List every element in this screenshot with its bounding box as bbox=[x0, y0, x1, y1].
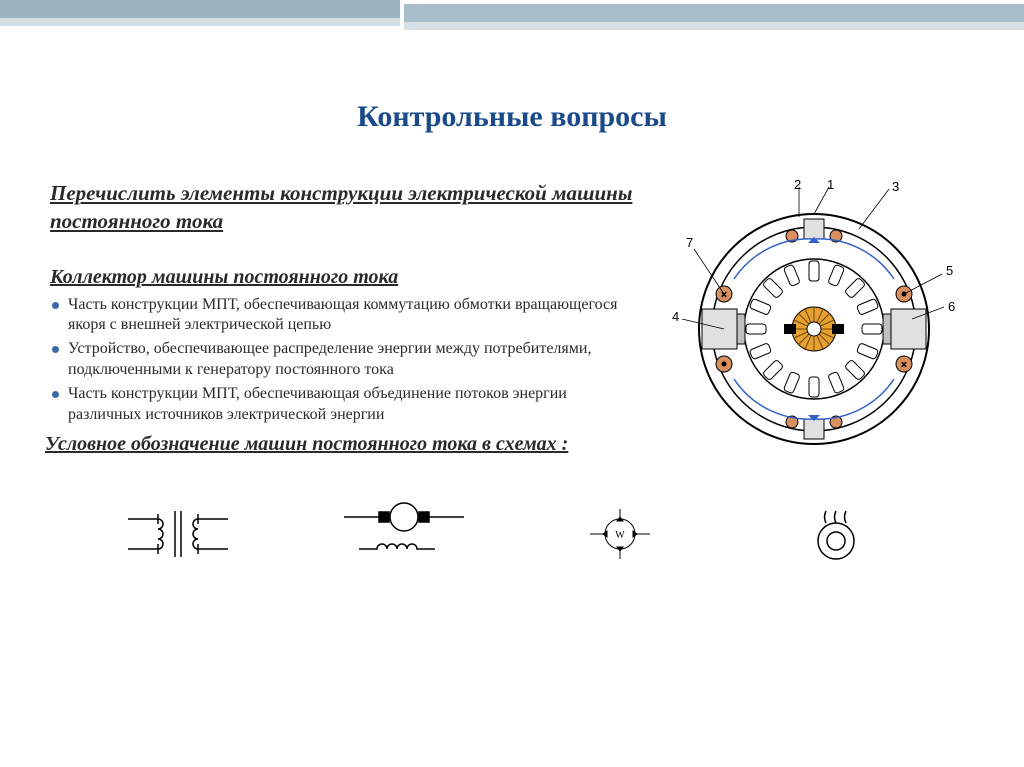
symbol-w-label: W bbox=[615, 530, 625, 541]
slide-content: Контрольные вопросы Перечислить элементы… bbox=[0, 0, 1024, 589]
diagram-column: × × bbox=[664, 179, 974, 474]
slide-title: Контрольные вопросы bbox=[50, 100, 974, 134]
text-column: Перечислить элементы конструкции электри… bbox=[50, 179, 664, 474]
schematic-symbol-2 bbox=[329, 499, 479, 569]
svg-text:×: × bbox=[901, 360, 907, 371]
bullet-item: Часть конструкции МПТ, обеспечивающая ко… bbox=[50, 295, 644, 337]
diagram-label-4: 4 bbox=[672, 309, 679, 324]
diagram-label-2: 2 bbox=[794, 179, 801, 192]
diagram-label-3: 3 bbox=[892, 179, 899, 194]
question-3: Условное обозначение машин постоянного т… bbox=[45, 433, 644, 456]
dc-motor-diagram: × × bbox=[664, 179, 964, 469]
schematic-symbol-1 bbox=[113, 499, 263, 569]
diagram-label-6: 6 bbox=[948, 299, 955, 314]
schematic-symbol-4 bbox=[761, 499, 911, 569]
question-1: Перечислить элементы конструкции электри… bbox=[50, 179, 644, 236]
diagram-label-5: 5 bbox=[946, 263, 953, 278]
schematic-symbol-3: W bbox=[545, 499, 695, 569]
bullet-item: Устройство, обеспечивающее распределение… bbox=[50, 339, 644, 381]
question-2: Коллектор машины постоянного тока bbox=[50, 266, 644, 289]
diagram-label-1: 1 bbox=[827, 179, 834, 192]
diagram-label-7: 7 bbox=[686, 235, 693, 250]
answer-bullets: Часть конструкции МПТ, обеспечивающая ко… bbox=[50, 295, 644, 426]
header-decoration bbox=[0, 0, 1024, 36]
bullet-item: Часть конструкции МПТ, обеспечивающая об… bbox=[50, 384, 644, 426]
symbols-row: W bbox=[50, 499, 974, 569]
